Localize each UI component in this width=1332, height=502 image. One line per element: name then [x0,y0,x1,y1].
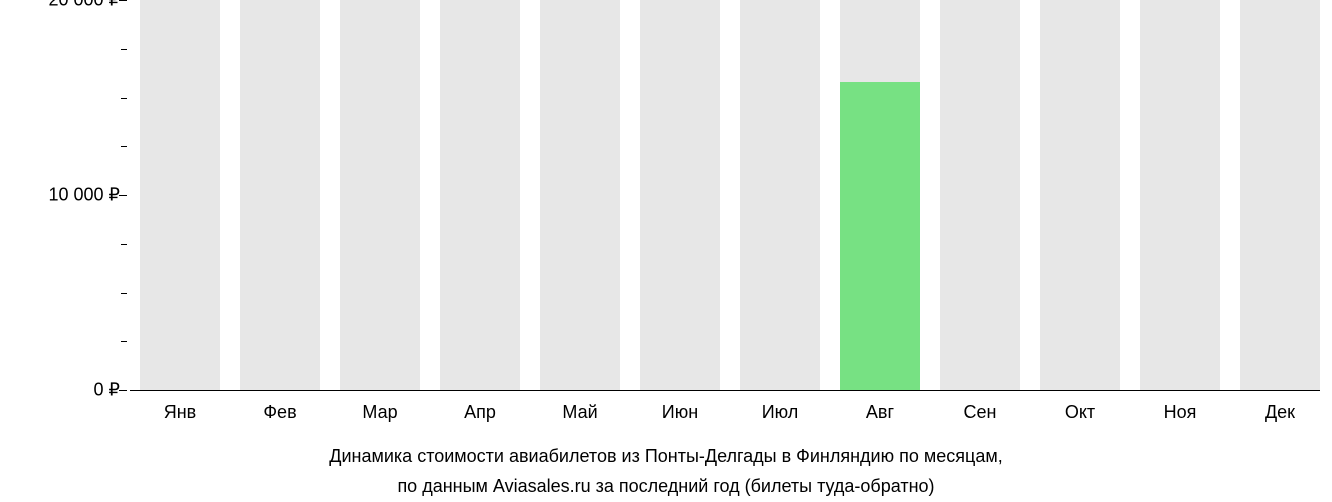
bar-background [540,0,620,390]
y-axis-label: 10 000 ₽ [0,185,120,206]
plot-area [130,0,1320,390]
bar-background [1040,0,1120,390]
chart-caption-line1: Динамика стоимости авиабилетов из Понты-… [0,446,1332,467]
x-axis-label: Апр [464,402,496,423]
x-axis-label: Сен [964,402,997,423]
chart-caption-line2: по данным Aviasales.ru за последний год … [0,476,1332,497]
x-axis-label: Янв [164,402,197,423]
bar-slot [240,0,320,390]
bar-slot [1140,0,1220,390]
x-axis-label: Окт [1065,402,1095,423]
bar-slot [140,0,220,390]
bar-slot [840,0,920,390]
bar-background [440,0,520,390]
bar-background [240,0,320,390]
y-axis-minor-tick [121,341,127,342]
x-axis-label: Май [562,402,597,423]
bar-slot [1240,0,1320,390]
bar-background [1240,0,1320,390]
y-axis-minor-tick [121,146,127,147]
bar-slot [540,0,620,390]
bar-slot [740,0,820,390]
bar-background [1140,0,1220,390]
bar-slot [640,0,720,390]
price-chart: 0 ₽ 10 000 ₽ 20 000 ₽ Янв Фев Мар Апр Май Июн Ию… [0,0,1332,502]
y-axis-minor-tick [121,49,127,50]
x-axis-label: Фев [263,402,296,423]
x-axis-label: Июн [662,402,698,423]
y-axis-label: 0 ₽ [0,380,120,401]
bar-background [140,0,220,390]
x-axis-label: Дек [1265,402,1295,423]
y-axis-tick [119,195,127,196]
bar-background [740,0,820,390]
bar-background [940,0,1020,390]
y-axis-minor-tick [121,98,127,99]
bar-slot [440,0,520,390]
x-axis-label: Ноя [1164,402,1197,423]
x-axis-label: Авг [866,402,894,423]
x-axis-label: Мар [362,402,397,423]
bar-slot [940,0,1020,390]
y-axis-label: 20 000 ₽ [0,0,120,11]
bar-slot [340,0,420,390]
y-axis-minor-tick [121,293,127,294]
y-axis-tick [119,0,127,1]
x-axis-baseline [130,390,1320,391]
bar-slot [1040,0,1120,390]
bar-background [340,0,420,390]
bar-value [840,82,920,390]
x-axis-label: Июл [762,402,799,423]
bar-background [640,0,720,390]
y-axis-minor-tick [121,244,127,245]
y-axis-tick [119,390,127,391]
